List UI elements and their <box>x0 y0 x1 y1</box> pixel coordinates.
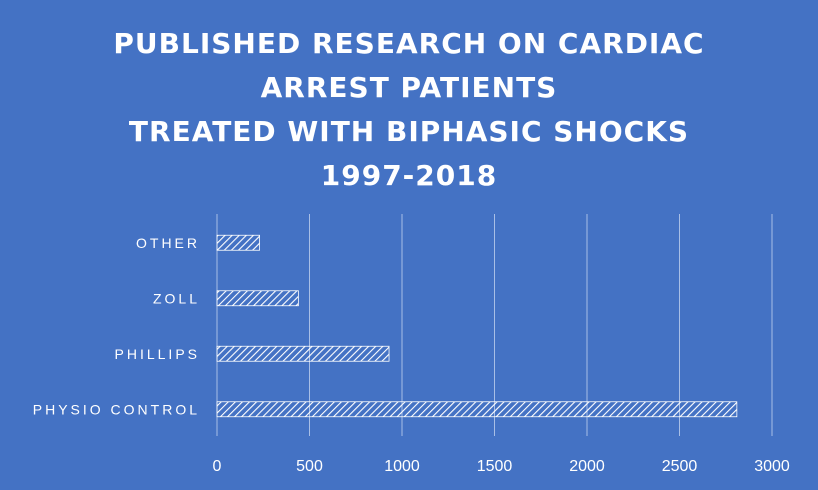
x-tick-label-2000: 2000 <box>569 458 605 475</box>
category-labels: OTHER ZOLL PHILLIPS PHYSIO CONTROL <box>33 235 200 418</box>
category-label-other: OTHER <box>136 235 200 251</box>
x-tick-label-3000: 3000 <box>754 458 790 475</box>
bar-other <box>216 234 260 251</box>
chart-title-line-2: ARREST PATIENTS <box>260 71 558 104</box>
bar-zoll <box>216 290 299 307</box>
x-tick-label-0: 0 <box>213 458 222 475</box>
x-axis-tick-labels: 0 500 1000 1500 2000 2500 3000 <box>213 458 790 475</box>
x-tick-label-2500: 2500 <box>662 458 698 475</box>
x-tick-label-1000: 1000 <box>384 458 420 475</box>
bar-physio-control <box>216 401 738 418</box>
chart-title-line-3: TREATED WITH BIPHASIC SHOCKS <box>128 115 690 148</box>
chart-title-line-1: PUBLISHED RESEARCH ON CARDIAC <box>113 27 705 60</box>
category-label-physio-control: PHYSIO CONTROL <box>33 401 200 417</box>
x-tick-label-500: 500 <box>296 458 323 475</box>
chart-title-line-4: 1997-2018 <box>320 159 498 192</box>
gridlines <box>216 214 773 436</box>
bars <box>216 234 738 418</box>
category-label-phillips: PHILLIPS <box>115 346 200 362</box>
chart-title: PUBLISHED RESEARCH ON CARDIAC ARREST PAT… <box>0 22 818 198</box>
x-tick-label-1500: 1500 <box>477 458 513 475</box>
category-label-zoll: ZOLL <box>153 290 200 306</box>
bar-phillips <box>216 345 390 362</box>
